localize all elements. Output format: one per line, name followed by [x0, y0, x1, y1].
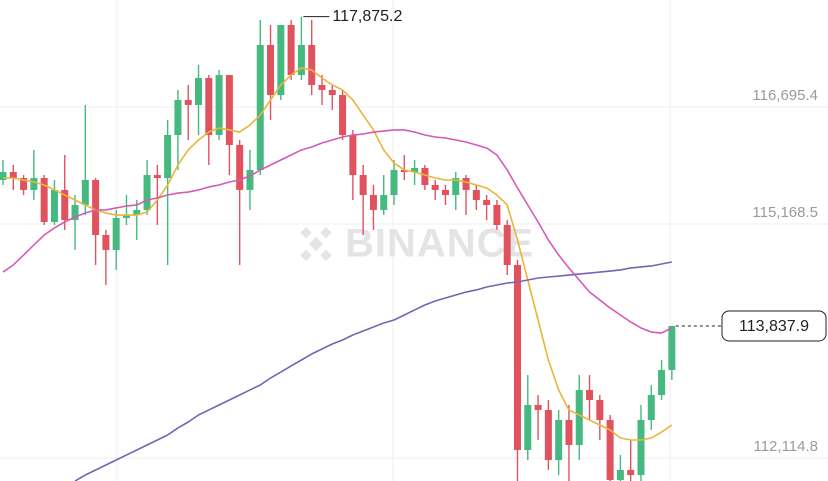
candle-body	[431, 184, 439, 190]
candle-body	[452, 178, 460, 196]
candle-body	[153, 175, 161, 179]
candle-body	[215, 75, 223, 136]
candle-body	[287, 24, 295, 76]
y-tick-label: 116,695.4	[752, 87, 818, 104]
candle-body	[328, 89, 336, 96]
candle-body	[174, 100, 182, 136]
candle-body	[20, 178, 28, 190]
candle-body	[122, 215, 130, 219]
candle-body	[411, 167, 419, 173]
candle-body	[339, 95, 347, 136]
candle-body	[503, 224, 511, 265]
candle-body	[472, 189, 480, 201]
candle-body	[627, 469, 635, 476]
candle-body	[133, 209, 141, 216]
candle-body	[390, 169, 398, 196]
candle-body	[184, 100, 192, 105]
candle-body	[565, 420, 573, 445]
candle-body	[380, 195, 388, 210]
last-price-label: 113,837.9	[739, 318, 809, 335]
candle-body	[164, 135, 172, 179]
candle-body	[195, 78, 203, 105]
candle-body	[112, 218, 120, 250]
candle-body	[236, 144, 244, 190]
candle-body	[349, 135, 357, 176]
candle-body	[318, 84, 326, 90]
watermark-logo	[300, 227, 332, 261]
candle-body	[586, 389, 594, 401]
candle-body	[596, 400, 604, 421]
candle-body	[514, 264, 521, 450]
candle-body	[71, 204, 79, 221]
candle-body	[256, 44, 264, 170]
candle-body	[493, 204, 501, 225]
candle-body	[308, 44, 316, 85]
candle-body	[143, 175, 151, 210]
candle-body	[297, 44, 305, 76]
last-price-box	[721, 310, 827, 342]
candle-body	[616, 469, 624, 481]
candle-body	[267, 44, 275, 96]
candle-body	[102, 235, 110, 250]
candle-body	[483, 200, 491, 205]
candle-body	[40, 178, 48, 222]
candle-body	[421, 167, 429, 185]
candle-body	[441, 189, 449, 196]
candle-body	[205, 78, 213, 136]
candle-body	[637, 420, 645, 476]
watermark-text: BINANCE	[345, 222, 534, 266]
candle-body	[400, 169, 408, 173]
candle-body	[246, 169, 254, 190]
candle-body	[668, 325, 676, 370]
candle-body	[0, 172, 7, 181]
candle-body	[50, 189, 58, 222]
candle-body	[658, 369, 666, 396]
candle-body	[92, 180, 100, 236]
candle-body	[61, 189, 69, 221]
candle-body	[575, 389, 583, 445]
y-tick-label: 112,114.8	[753, 438, 818, 455]
candle-body	[369, 195, 377, 210]
candle-body	[606, 420, 614, 481]
candle-body	[9, 172, 17, 179]
candle-body	[30, 178, 38, 190]
moving-average-line	[2, 129, 673, 334]
moving-average-line	[3, 67, 673, 441]
candle-body	[81, 180, 89, 205]
candle-body	[524, 404, 532, 450]
candle-body	[647, 395, 655, 421]
candle-body	[359, 175, 367, 196]
candle-body	[462, 178, 470, 190]
candle-body	[534, 404, 542, 410]
moving-average-line	[74, 261, 673, 481]
candles	[0, 16, 676, 481]
max-label: 117,875.2	[332, 8, 402, 25]
candle-body	[225, 75, 233, 145]
candle-body	[555, 420, 563, 461]
candle-body	[544, 409, 552, 461]
y-tick-label: 115,168.5	[752, 204, 818, 221]
candle-body	[277, 24, 285, 96]
